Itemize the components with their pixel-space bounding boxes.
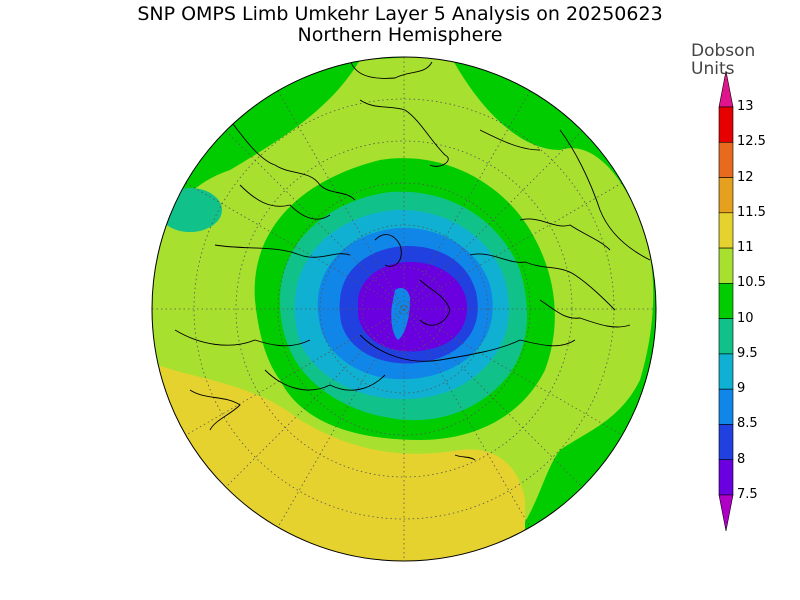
ozone-field [152,57,656,561]
colorbar-tick-label: 8.5 [737,416,758,432]
map-title: SNP OMPS Limb Umkehr Layer 5 Analysis on… [137,3,663,25]
colorbar-tick-label: 13 [737,99,754,114]
colorbar-tick-label: 9 [737,381,746,397]
colorbar-tick-label: 8 [737,451,746,467]
colorbar-tick-label: 12 [737,169,754,185]
colorbar-segment [718,388,734,425]
region-teal-patch [158,188,222,232]
colorbar-tick-label: 11.5 [737,204,766,220]
colorbar-segment [718,106,734,143]
map-border [151,56,657,562]
colorbar-segment [718,212,734,249]
colorbar-bottom-arrow [718,494,734,532]
colorbar-unit-line1: Dobson [691,41,756,61]
colorbar-tick-label: 12.5 [737,134,766,150]
colorbar-segment [718,247,734,284]
map-subtitle: Northern Hemisphere [297,24,503,46]
coastlines [174,59,651,461]
colorbar-tick-label: 11 [737,240,754,256]
colorbar-tick-label: 10.5 [737,275,766,291]
colorbar-segment [718,318,734,355]
colorbar-segment [718,141,734,178]
colorbar-tick-label: 10 [737,310,754,326]
colorbar-segment [718,283,734,319]
region-blue-tongue [391,288,410,340]
colorbar-tick-label: 7.5 [737,487,758,502]
region-core [358,262,468,352]
colorbar-segment [718,424,734,461]
colorbar-segment [718,177,734,214]
colorbar-unit-line2: Units [691,59,735,79]
colorbar-segment [718,459,734,496]
colorbar-tick-label: 9.5 [737,345,758,361]
colorbar [718,70,734,532]
colorbar-segment [718,353,734,390]
